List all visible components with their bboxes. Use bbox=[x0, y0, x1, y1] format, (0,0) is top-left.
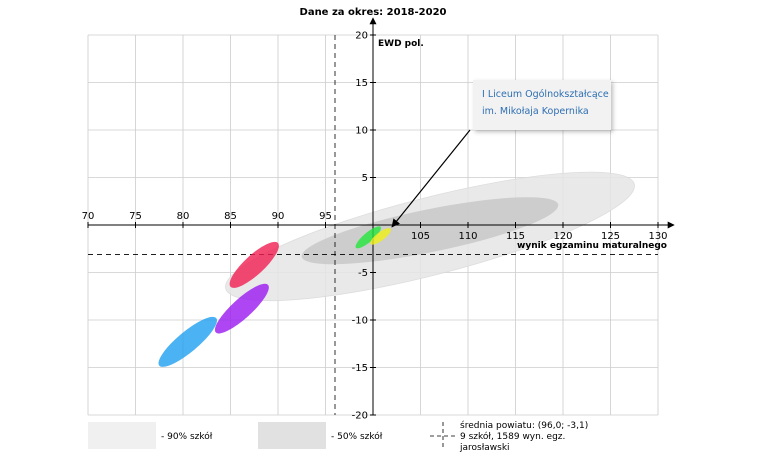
legend-label-50: - 50% szkół bbox=[331, 431, 383, 442]
school-ellipse bbox=[370, 228, 391, 245]
distribution-bands bbox=[225, 171, 635, 302]
x-tick-label: 80 bbox=[177, 211, 190, 222]
y-tick-label: -5 bbox=[358, 268, 368, 279]
callout-line-1: I Liceum Ogólnokształcące bbox=[482, 89, 609, 100]
x-tick-label: 90 bbox=[272, 211, 285, 222]
y-axis-label: EWD pol. bbox=[378, 39, 424, 49]
school-ellipse bbox=[229, 241, 279, 288]
y-tick-label: 15 bbox=[355, 78, 368, 89]
x-tick-label: 85 bbox=[224, 211, 237, 222]
y-tick-label: -15 bbox=[352, 363, 368, 374]
x-tick-label: 70 bbox=[82, 211, 95, 222]
legend-swatch-90 bbox=[88, 422, 156, 449]
callout-box bbox=[473, 80, 611, 130]
y-tick-label: -10 bbox=[352, 316, 368, 327]
x-tick-label: 110 bbox=[458, 231, 477, 242]
x-axis-label: wynik egzaminu maturalnego bbox=[517, 241, 667, 251]
legend-ref-line-1: średnia powiatu: (96,0; -3,1) bbox=[460, 420, 588, 431]
chart-title: Dane za okres: 2018-2020 bbox=[300, 7, 447, 18]
x-tick-label: 130 bbox=[648, 231, 667, 242]
x-tick-label: 105 bbox=[411, 231, 430, 242]
callout-arrow bbox=[391, 129, 471, 228]
school-callout: I Liceum Ogólnokształcące im. Mikołaja K… bbox=[391, 80, 611, 228]
band-50-ellipse bbox=[301, 197, 559, 265]
x-tick-label: 115 bbox=[506, 231, 525, 242]
callout-line-2: im. Mikołaja Kopernika bbox=[482, 106, 589, 117]
legend-label-90: - 90% szkół bbox=[161, 431, 213, 442]
y-tick-label: 5 bbox=[362, 173, 368, 184]
legend: - 90% szkół - 50% szkół średnia powiatu:… bbox=[88, 420, 588, 453]
school-ellipses bbox=[158, 226, 391, 367]
legend-ref-line-2: 9 szkół, 1589 wyn. egz. bbox=[460, 431, 565, 442]
x-tick-label: 120 bbox=[553, 231, 572, 242]
y-tick-label: 10 bbox=[355, 126, 368, 137]
y-tick-label: -20 bbox=[352, 411, 368, 422]
legend-ref-line-3: jarosławski bbox=[459, 443, 510, 453]
school-ellipse bbox=[158, 316, 217, 367]
x-tick-label: 125 bbox=[601, 231, 620, 242]
y-tick-label: 20 bbox=[355, 31, 368, 42]
legend-reference-symbol bbox=[430, 422, 456, 449]
legend-swatch-50 bbox=[258, 422, 326, 449]
school-ellipse bbox=[355, 226, 381, 249]
school-ellipse bbox=[214, 283, 269, 334]
x-tick-label: 75 bbox=[129, 211, 142, 222]
x-tick-label: 95 bbox=[319, 211, 332, 222]
